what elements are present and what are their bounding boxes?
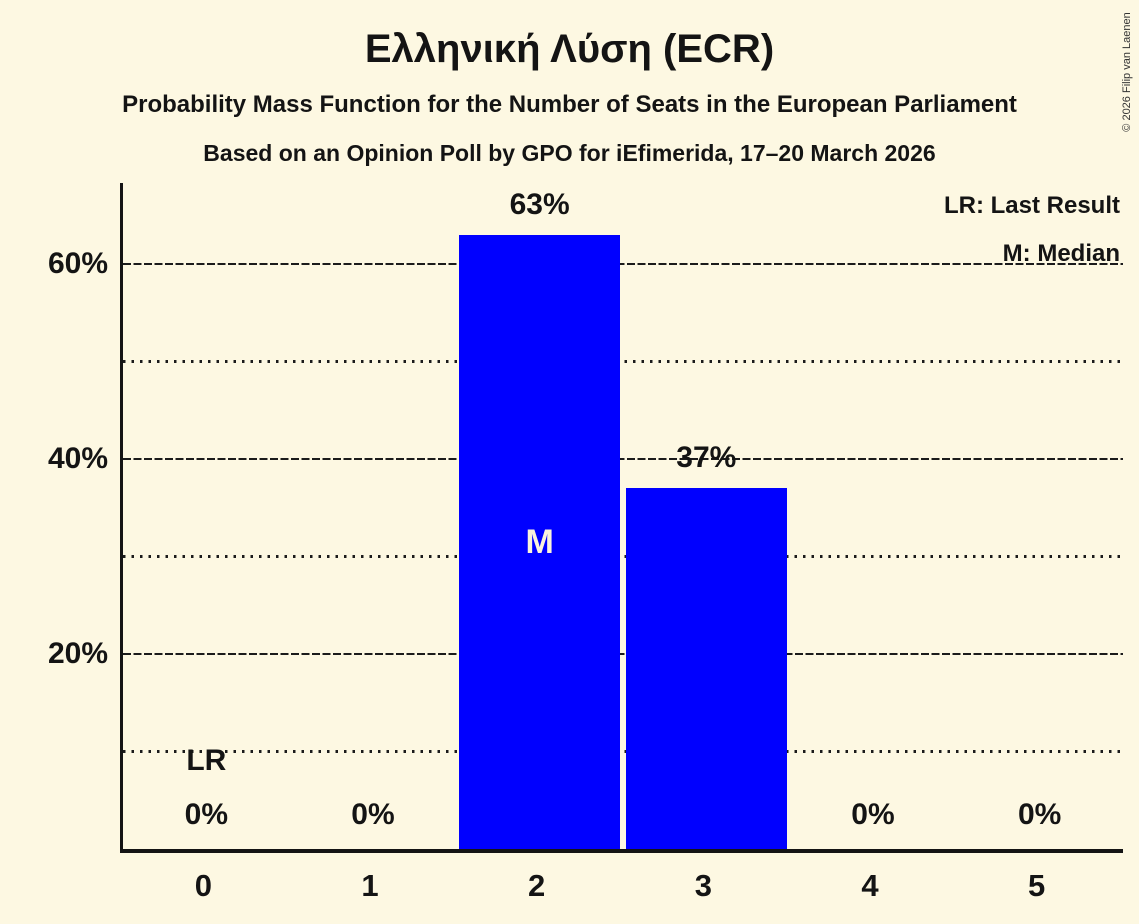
median-marker: M: [525, 522, 554, 561]
legend: LR: Last Result M: Median: [944, 182, 1120, 278]
gridline-20pct: [123, 652, 1123, 656]
chart-title: Ελληνική Λύση (ECR): [364, 27, 775, 71]
plot-area: 0% 0% 63% 37% 0% 0% M LR: [120, 183, 1123, 853]
bar-value-label-seat-1: 0%: [351, 798, 395, 831]
gridline-30pct: [123, 555, 1123, 558]
gridline-10pct: [123, 750, 1123, 753]
copyright-notice: © 2026 Filip van Laenen: [1121, 12, 1133, 132]
bar-value-label-seat-3: 37%: [676, 441, 737, 475]
legend-median: M: Median: [1002, 240, 1120, 267]
legend-last-result: LR: Last Result: [943, 192, 1120, 219]
last-result-marker: LR: [186, 744, 227, 777]
bar-value-label-seat-2: 63%: [509, 187, 570, 221]
chart-poll-source: Based on an Opinion Poll by GPO for iEfi…: [203, 140, 936, 166]
chart-subtitle: Probability Mass Function for the Number…: [122, 91, 1017, 118]
x-axis-tick-label-2: 2: [528, 868, 546, 903]
y-axis-tick-label-40: 40%: [47, 441, 108, 475]
x-axis-tick-label-0: 0: [194, 868, 212, 903]
bar-value-label-seat-5: 0%: [1017, 798, 1062, 831]
x-axis-tick-label-3: 3: [694, 868, 712, 903]
bar-value-label-seat-4: 0%: [851, 798, 895, 831]
gridline-50pct: [123, 360, 1123, 363]
bar-seat-2: [458, 234, 621, 849]
bar-seat-3: [625, 488, 788, 849]
x-axis-tick-label-5: 5: [1028, 868, 1046, 903]
bar-value-label-seat-0: 0%: [184, 798, 228, 831]
y-axis-tick-label-20: 20%: [47, 636, 108, 670]
x-axis-tick-label-4: 4: [861, 868, 879, 903]
gridline-60pct: [123, 262, 1123, 266]
gridline-40pct: [123, 457, 1123, 461]
x-axis-tick-label-1: 1: [361, 868, 379, 903]
y-axis-tick-label-60: 60%: [47, 246, 108, 280]
